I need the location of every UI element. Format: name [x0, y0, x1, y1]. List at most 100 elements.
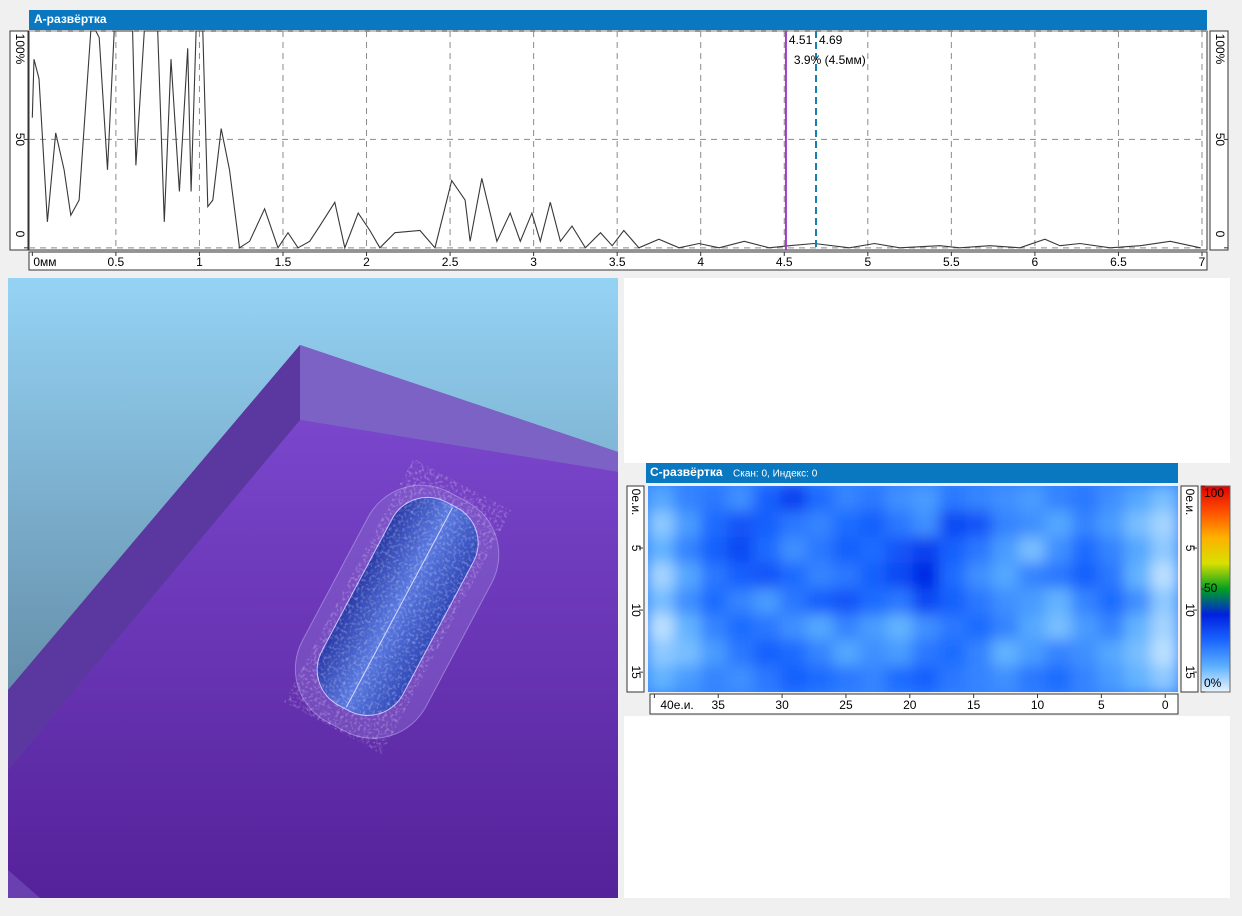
heat-cell — [860, 537, 888, 564]
heat-cell — [1098, 614, 1126, 641]
x-tick-label: 0 — [1162, 698, 1169, 712]
heat-cell — [1125, 511, 1153, 538]
heat-cell — [1045, 537, 1073, 564]
cursor-readout: 3.9% (4.5мм) — [794, 53, 866, 67]
y-tick-label: 0е.и. — [629, 489, 643, 516]
heat-cell — [648, 589, 676, 616]
heat-cell — [780, 666, 808, 693]
heat-cell — [1072, 511, 1100, 538]
colorbar-label: 0% — [1204, 676, 1222, 690]
heat-cell — [1098, 511, 1126, 538]
heat-cell — [674, 563, 702, 590]
heat-cell — [754, 666, 782, 693]
heat-cell — [886, 614, 914, 641]
heat-cell — [1019, 511, 1047, 538]
heat-cell — [860, 563, 888, 590]
heat-cell — [780, 486, 808, 513]
heat-cell — [701, 640, 729, 667]
y-tick-label: 100% — [1213, 34, 1227, 65]
heat-cell — [1072, 614, 1100, 641]
heat-cell — [807, 666, 835, 693]
heat-cell — [674, 589, 702, 616]
heat-cell — [1045, 563, 1073, 590]
heat-cell — [754, 589, 782, 616]
c-scan-left-axis — [627, 486, 644, 692]
3d-view — [8, 278, 618, 898]
heat-cell — [701, 666, 729, 693]
x-tick-label: 1.5 — [275, 255, 292, 269]
heat-cell — [860, 511, 888, 538]
heat-cell — [992, 589, 1020, 616]
heat-cell — [727, 486, 755, 513]
heat-cell — [701, 486, 729, 513]
heat-cell — [1019, 563, 1047, 590]
x-tick-label: 4 — [697, 255, 704, 269]
heat-cell — [674, 640, 702, 667]
heatmap — [648, 486, 1179, 693]
heat-cell — [1045, 486, 1073, 513]
heat-cell — [1098, 666, 1126, 693]
heat-cell — [1019, 614, 1047, 641]
heat-cell — [701, 511, 729, 538]
heat-cell — [727, 589, 755, 616]
heat-cell — [966, 511, 994, 538]
heat-cell — [1045, 640, 1073, 667]
y-tick-label: 100% — [13, 34, 27, 65]
heat-cell — [1072, 537, 1100, 564]
heat-cell — [886, 537, 914, 564]
heat-cell — [886, 486, 914, 513]
heat-cell — [833, 511, 861, 538]
heat-cell — [1098, 563, 1126, 590]
heat-cell — [913, 666, 941, 693]
y-tick-label: 15 — [629, 665, 643, 679]
heat-cell — [1098, 589, 1126, 616]
y-tick-label: 10 — [629, 603, 643, 617]
heat-cell — [939, 537, 967, 564]
heat-cell — [833, 640, 861, 667]
heat-cell — [913, 614, 941, 641]
heat-cell — [992, 614, 1020, 641]
heat-cell — [754, 614, 782, 641]
y-tick-label: 50 — [13, 133, 27, 147]
heat-cell — [1045, 614, 1073, 641]
heat-cell — [886, 511, 914, 538]
heat-cell — [939, 589, 967, 616]
y-tick-label: 5 — [629, 545, 643, 552]
c-scan-right-axis — [1181, 486, 1198, 692]
x-tick-label: 5 — [1098, 698, 1105, 712]
heat-cell — [780, 614, 808, 641]
heat-cell — [674, 614, 702, 641]
heat-cell — [701, 614, 729, 641]
heat-cell — [1125, 666, 1153, 693]
heat-cell — [992, 640, 1020, 667]
cursor-label: 4.51 — [789, 33, 813, 47]
heat-cell — [727, 640, 755, 667]
y-tick-label: 0 — [1213, 231, 1227, 238]
x-tick-label: 0мм — [33, 255, 56, 269]
heat-cell — [701, 563, 729, 590]
heat-cell — [727, 666, 755, 693]
heat-cell — [1019, 589, 1047, 616]
heat-cell — [913, 589, 941, 616]
heat-cell — [992, 511, 1020, 538]
heat-cell — [648, 614, 676, 641]
c-scan-title-bar — [646, 463, 1178, 483]
heat-cell — [1151, 486, 1179, 513]
heat-cell — [1151, 563, 1179, 590]
heat-cell — [1072, 640, 1100, 667]
heat-cell — [833, 666, 861, 693]
heat-cell — [966, 614, 994, 641]
heat-cell — [1045, 589, 1073, 616]
x-tick-label: 15 — [967, 698, 981, 712]
heat-cell — [1151, 614, 1179, 641]
heat-cell — [1151, 589, 1179, 616]
colorbar-label: 50 — [1204, 581, 1218, 595]
heat-cell — [754, 486, 782, 513]
heat-cell — [939, 614, 967, 641]
page: {"a_scan": {"type": "line", "title": "А-… — [0, 0, 1242, 911]
heat-cell — [1125, 563, 1153, 590]
y-tick-label: 0е.и. — [1183, 489, 1197, 516]
heat-cell — [860, 640, 888, 667]
y-tick-label: 15 — [1183, 665, 1197, 679]
heat-cell — [648, 537, 676, 564]
